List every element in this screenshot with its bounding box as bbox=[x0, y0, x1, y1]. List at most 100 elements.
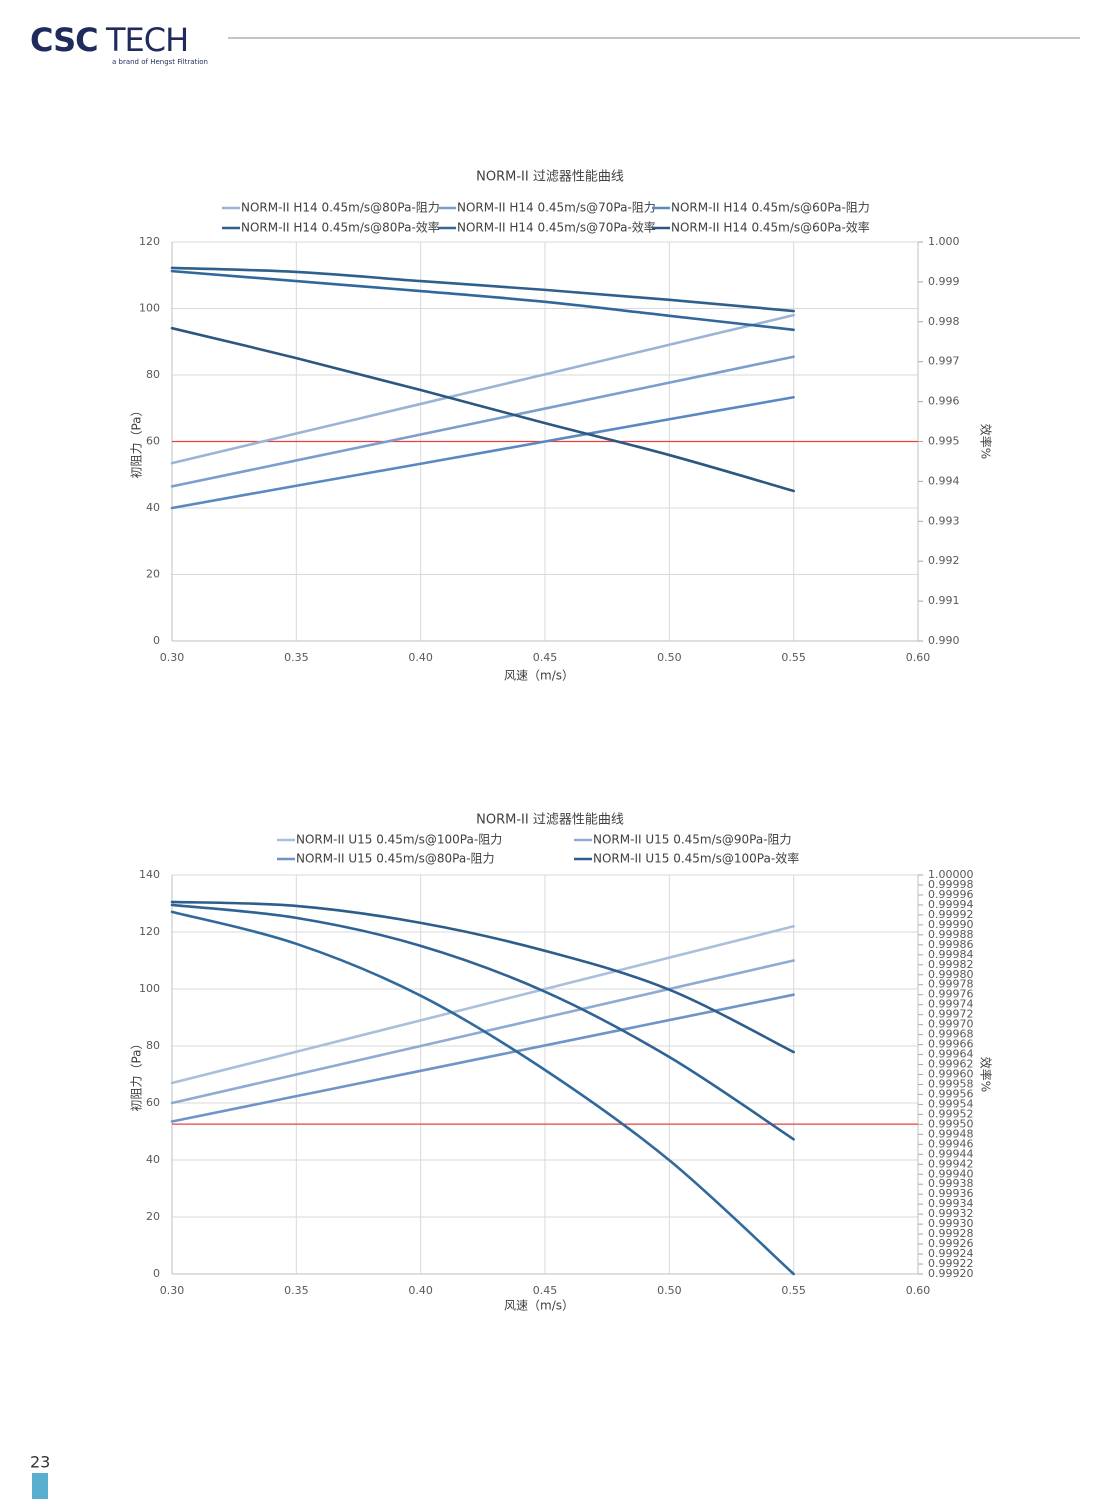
y2-tick-label: 0.99920 bbox=[928, 1267, 974, 1280]
y-tick-label: 120 bbox=[139, 925, 160, 938]
y2-tick-label: 0.99980 bbox=[928, 968, 974, 981]
y-tick-label: 20 bbox=[146, 1210, 160, 1223]
y2-tick-label: 0.99958 bbox=[928, 1077, 974, 1090]
y2-tick-label: 0.99966 bbox=[928, 1038, 974, 1051]
y2-tick-label: 0.99930 bbox=[928, 1217, 974, 1230]
y2-tick-label: 0.99950 bbox=[928, 1117, 974, 1130]
y2-tick-label: 0.99954 bbox=[928, 1097, 974, 1110]
x-axis-title: 风速（m/s） bbox=[504, 1299, 574, 1313]
y-tick-label: 100 bbox=[139, 302, 160, 315]
series-line bbox=[170, 326, 795, 493]
legend-label: NORM-II U15 0.45m/s@90Pa-阻力 bbox=[593, 833, 792, 847]
y2-tick-label: 0.99972 bbox=[928, 1008, 974, 1021]
legend-label: NORM-II H14 0.45m/s@80Pa-效率 bbox=[241, 220, 440, 235]
series-line bbox=[170, 900, 795, 1054]
y-tick-label: 100 bbox=[139, 982, 160, 995]
y2-tick-label: 0.99926 bbox=[928, 1237, 974, 1250]
y2-tick-label: 0.999 bbox=[928, 275, 960, 288]
y2-tick-label: 0.99990 bbox=[928, 918, 974, 931]
x-tick-label: 0.50 bbox=[657, 1284, 682, 1297]
y2-tick-label: 0.997 bbox=[928, 355, 960, 368]
y-tick-label: 80 bbox=[146, 1039, 160, 1052]
y2-tick-label: 0.99988 bbox=[928, 928, 974, 941]
y-tick-label: 60 bbox=[146, 1096, 160, 1109]
x-axis-title: 风速（m/s） bbox=[504, 669, 574, 683]
x-tick-label: 0.60 bbox=[906, 651, 931, 664]
y2-tick-label: 0.99994 bbox=[928, 898, 974, 911]
x-tick-label: 0.50 bbox=[657, 651, 682, 664]
y2-tick-label: 0.99974 bbox=[928, 998, 974, 1011]
y-tick-label: 0 bbox=[153, 1267, 160, 1280]
series-line bbox=[170, 993, 795, 1123]
legend-label: NORM-II H14 0.45m/s@60Pa-阻力 bbox=[671, 201, 870, 215]
y2-tick-label: 0.99964 bbox=[928, 1048, 974, 1061]
y2-tick-label: 0.99984 bbox=[928, 948, 974, 961]
chart-title: NORM-II 过滤器性能曲线 bbox=[476, 170, 624, 185]
y2-tick-label: 0.99932 bbox=[928, 1207, 974, 1220]
y2-tick-label: 0.99962 bbox=[928, 1058, 974, 1071]
y2-tick-label: 0.99942 bbox=[928, 1157, 974, 1170]
series-line bbox=[170, 355, 795, 488]
y-tick-label: 40 bbox=[146, 1153, 160, 1166]
tagline: a brand of Hengst Filtration bbox=[112, 58, 208, 66]
y2-tick-label: 0.99976 bbox=[928, 988, 974, 1001]
y2-tick-label: 0.99998 bbox=[928, 878, 974, 891]
legend-label: NORM-II H14 0.45m/s@70Pa-效率 bbox=[457, 220, 656, 235]
x-tick-label: 0.45 bbox=[533, 651, 558, 664]
page-marker bbox=[32, 1473, 48, 1499]
x-tick-label: 0.55 bbox=[781, 1284, 806, 1297]
y-tick-label: 40 bbox=[146, 501, 160, 514]
x-tick-label: 0.55 bbox=[781, 651, 806, 664]
x-tick-label: 0.35 bbox=[284, 651, 309, 664]
y2-tick-label: 0.99948 bbox=[928, 1127, 974, 1140]
y2-tick-label: 0.99940 bbox=[928, 1167, 974, 1180]
y2-tick-label: 0.99978 bbox=[928, 978, 974, 991]
y-tick-label: 120 bbox=[139, 235, 160, 248]
y2-tick-label: 0.998 bbox=[928, 315, 960, 328]
series-line bbox=[170, 266, 795, 313]
y-tick-label: 140 bbox=[139, 868, 160, 881]
legend-label: NORM-II H14 0.45m/s@80Pa-阻力 bbox=[241, 201, 440, 215]
y2-tick-label: 0.99928 bbox=[928, 1227, 974, 1240]
page-number: 23 bbox=[30, 1453, 50, 1472]
y2-tick-label: 0.996 bbox=[928, 395, 960, 408]
y2-tick-label: 0.99934 bbox=[928, 1197, 974, 1210]
y2-tick-label: 1.00000 bbox=[928, 868, 974, 881]
y2-tick-label: 0.99936 bbox=[928, 1187, 974, 1200]
y2-tick-label: 0.99924 bbox=[928, 1247, 974, 1260]
y2-tick-label: 0.995 bbox=[928, 435, 960, 448]
legend-label: NORM-II U15 0.45m/s@100Pa-效率 bbox=[593, 851, 799, 866]
y2-tick-label: 0.991 bbox=[928, 594, 960, 607]
y-axis-title: 初阻力（Pa） bbox=[130, 404, 144, 478]
legend-label: NORM-II H14 0.45m/s@60Pa-效率 bbox=[671, 220, 870, 235]
y2-tick-label: 0.99992 bbox=[928, 908, 974, 921]
y2-tick-label: 0.99938 bbox=[928, 1177, 974, 1190]
y2-tick-label: 0.99956 bbox=[928, 1087, 974, 1100]
y2-tick-label: 0.99922 bbox=[928, 1257, 974, 1270]
logo-light: TECH bbox=[105, 21, 188, 59]
y-tick-label: 20 bbox=[146, 568, 160, 581]
x-tick-label: 0.35 bbox=[284, 1284, 309, 1297]
y2-tick-label: 0.994 bbox=[928, 474, 960, 487]
y2-tick-label: 0.99968 bbox=[928, 1028, 974, 1041]
y2-tick-label: 1.000 bbox=[928, 235, 960, 248]
logo-bold: CSC bbox=[30, 21, 98, 59]
series-line bbox=[170, 925, 795, 1085]
chart-title: NORM-II 过滤器性能曲线 bbox=[476, 813, 624, 828]
y2-tick-label: 0.99944 bbox=[928, 1147, 974, 1160]
x-tick-label: 0.30 bbox=[160, 651, 185, 664]
y2-tick-label: 0.99960 bbox=[928, 1068, 974, 1081]
x-tick-label: 0.40 bbox=[408, 651, 433, 664]
y2-tick-label: 0.990 bbox=[928, 634, 960, 647]
series-line bbox=[170, 910, 795, 1276]
x-tick-label: 0.45 bbox=[533, 1284, 558, 1297]
y-axis-title: 初阻力（Pa） bbox=[130, 1037, 144, 1111]
y2-tick-label: 0.99986 bbox=[928, 938, 974, 951]
y2-tick-label: 0.99946 bbox=[928, 1137, 974, 1150]
legend-label: NORM-II H14 0.45m/s@70Pa-阻力 bbox=[457, 201, 656, 215]
series-line bbox=[170, 903, 795, 1141]
y-tick-label: 0 bbox=[153, 634, 160, 647]
legend-label: NORM-II U15 0.45m/s@80Pa-阻力 bbox=[296, 852, 495, 866]
y-tick-label: 60 bbox=[146, 435, 160, 448]
